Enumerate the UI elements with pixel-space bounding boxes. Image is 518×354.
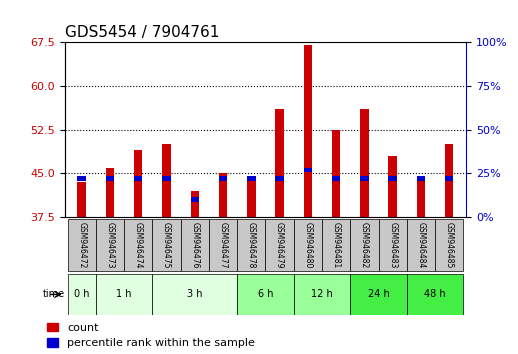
FancyBboxPatch shape [96,274,152,315]
Bar [416,176,425,181]
Text: GSM946472: GSM946472 [77,222,86,268]
Text: 1 h: 1 h [117,290,132,299]
FancyBboxPatch shape [435,219,464,271]
FancyBboxPatch shape [407,274,464,315]
Text: GSM946484: GSM946484 [416,222,425,268]
FancyBboxPatch shape [67,219,96,271]
FancyBboxPatch shape [237,274,294,315]
FancyBboxPatch shape [237,219,266,271]
FancyBboxPatch shape [407,219,435,271]
Text: GSM946477: GSM946477 [219,222,227,268]
Bar [360,176,369,181]
Bar [191,197,199,202]
Text: 48 h: 48 h [424,290,446,299]
Bar [162,144,171,217]
Bar [162,176,171,181]
Bar [247,179,255,217]
Bar [247,176,255,181]
Text: GSM946480: GSM946480 [304,222,312,268]
Legend: count, percentile rank within the sample: count, percentile rank within the sample [47,322,255,348]
Bar [106,176,114,181]
Bar [134,150,142,217]
Text: GSM946482: GSM946482 [360,222,369,268]
Text: GSM946481: GSM946481 [332,222,341,268]
Bar [388,156,397,217]
Bar [78,182,86,217]
Text: 0 h: 0 h [74,290,90,299]
Bar [276,176,284,181]
Bar [388,176,397,181]
Text: 6 h: 6 h [258,290,273,299]
Text: GSM946478: GSM946478 [247,222,256,268]
FancyBboxPatch shape [350,219,379,271]
FancyBboxPatch shape [294,274,350,315]
Text: GSM946479: GSM946479 [275,222,284,268]
Bar [304,45,312,217]
Text: GSM946485: GSM946485 [445,222,454,268]
Text: 24 h: 24 h [368,290,390,299]
FancyBboxPatch shape [124,219,152,271]
Bar [360,109,369,217]
Bar [106,167,114,217]
FancyBboxPatch shape [209,219,237,271]
Text: GDS5454 / 7904761: GDS5454 / 7904761 [65,25,219,40]
FancyBboxPatch shape [322,219,350,271]
FancyBboxPatch shape [96,219,124,271]
Text: GSM946483: GSM946483 [388,222,397,268]
Text: 12 h: 12 h [311,290,333,299]
FancyBboxPatch shape [379,219,407,271]
Bar [445,144,453,217]
Bar [191,191,199,217]
Bar [276,109,284,217]
Bar [78,176,86,181]
Bar [304,167,312,172]
FancyBboxPatch shape [67,274,96,315]
Text: GSM946476: GSM946476 [190,222,199,268]
FancyBboxPatch shape [294,219,322,271]
FancyBboxPatch shape [152,274,237,315]
Bar [134,176,142,181]
FancyBboxPatch shape [350,274,407,315]
Text: GSM946474: GSM946474 [134,222,143,268]
Text: GSM946473: GSM946473 [106,222,114,268]
Bar [332,176,340,181]
Bar [416,179,425,217]
Bar [219,173,227,217]
FancyBboxPatch shape [152,219,181,271]
FancyBboxPatch shape [181,219,209,271]
Text: 3 h: 3 h [187,290,203,299]
Text: time: time [42,290,65,299]
Text: GSM946475: GSM946475 [162,222,171,268]
FancyBboxPatch shape [266,219,294,271]
Bar [445,176,453,181]
Bar [332,130,340,217]
Bar [219,176,227,181]
